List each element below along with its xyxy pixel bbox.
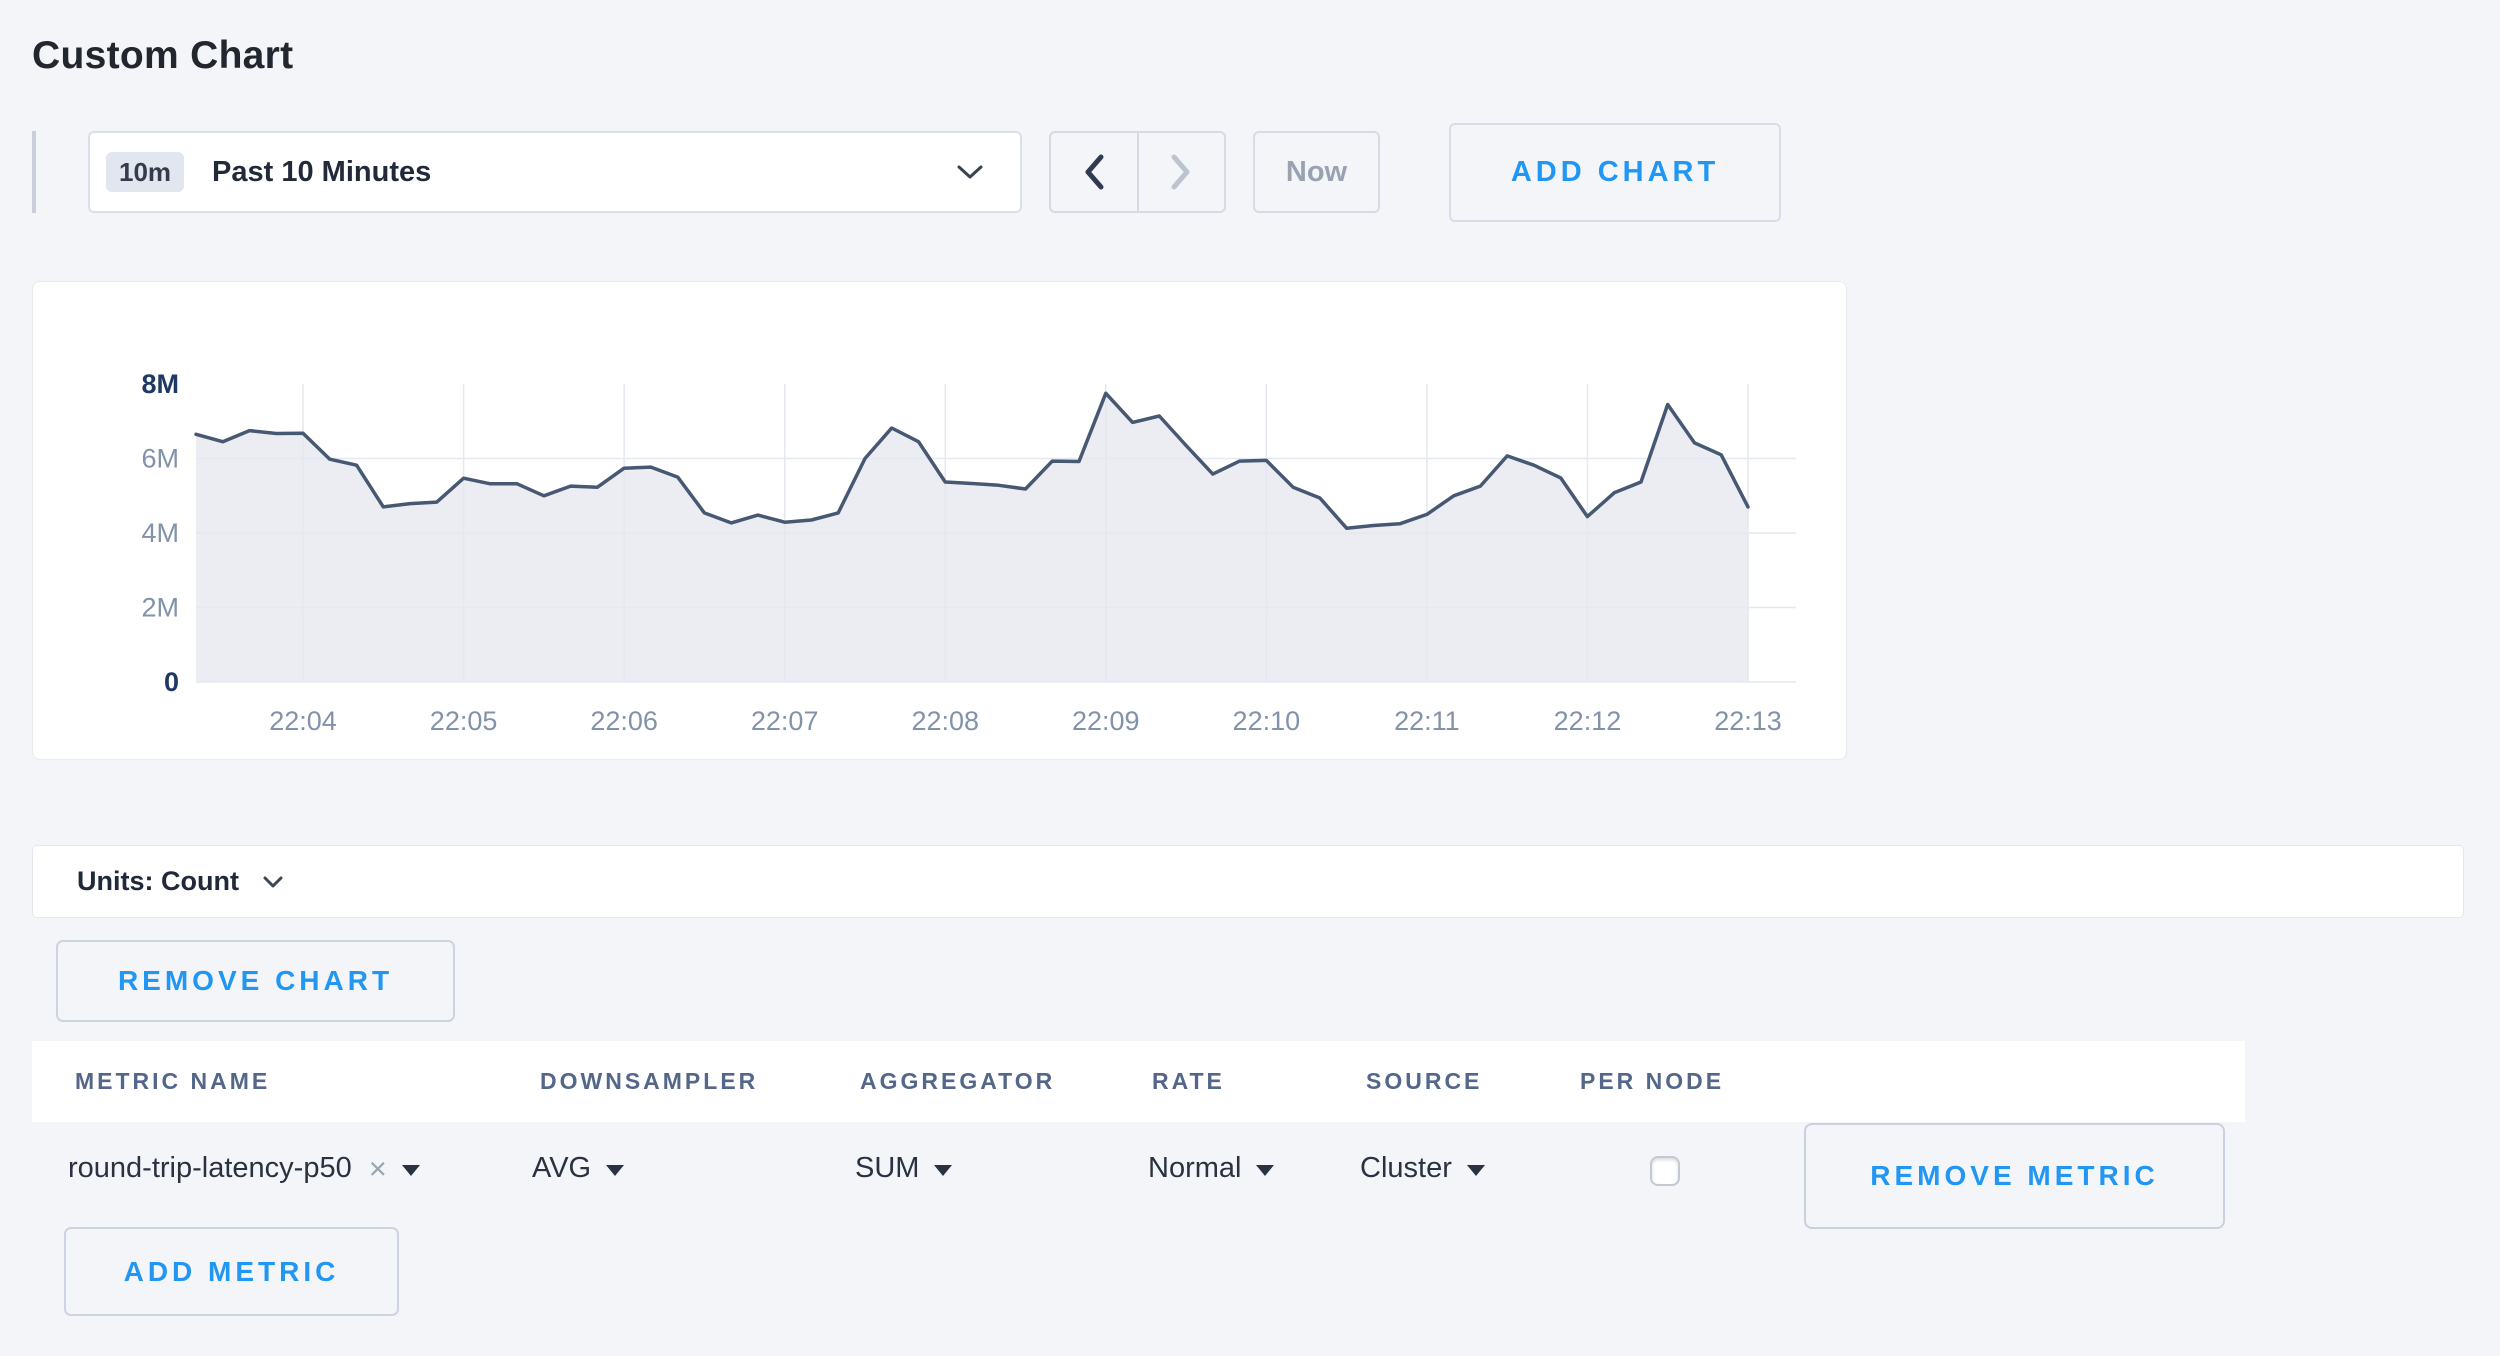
svg-text:4M: 4M <box>141 518 179 548</box>
dropdown-caret-icon <box>1466 1165 1485 1176</box>
svg-text:22:05: 22:05 <box>430 706 498 736</box>
column-header-rate: RATE <box>1152 1068 1225 1094</box>
now-button[interactable]: Now <box>1253 131 1380 213</box>
chevron-right-icon <box>1171 154 1190 190</box>
time-window-badge: 10m <box>106 152 185 192</box>
chart-card: 0 2M 4M 6M 8M 22:04 22:05 22:06 22:07 22:08 22:09 2… <box>32 281 1847 760</box>
add-metric-button[interactable]: ADD METRIC <box>64 1227 399 1316</box>
svg-text:22:12: 22:12 <box>1554 706 1622 736</box>
remove-metric-button[interactable]: REMOVE METRIC <box>1804 1123 2225 1229</box>
add-chart-button[interactable]: ADD CHART <box>1449 123 1781 222</box>
svg-text:8M: 8M <box>141 369 179 399</box>
source-select[interactable]: Cluster <box>1360 1138 1485 1198</box>
column-header-metric-name: METRIC NAME <box>75 1068 271 1094</box>
column-header-aggregator: AGGREGATOR <box>860 1068 1056 1094</box>
chevron-down-icon <box>957 165 983 179</box>
svg-text:22:09: 22:09 <box>1072 706 1140 736</box>
metric-name-value: round-trip-latency-p50 <box>68 1151 352 1184</box>
column-header-source: SOURCE <box>1366 1068 1483 1094</box>
dropdown-caret-icon <box>934 1165 953 1176</box>
metric-name-select[interactable]: round-trip-latency-p50 × <box>68 1138 420 1198</box>
dropdown-caret-icon <box>606 1165 625 1176</box>
custom-chart-svg: 0 2M 4M 6M 8M 22:04 22:05 22:06 22:07 22:08 22:09 2… <box>141 369 1796 736</box>
toolbar-accent-bar <box>32 131 36 213</box>
svg-text:22:10: 22:10 <box>1233 706 1301 736</box>
rate-select[interactable]: Normal <box>1148 1138 1275 1198</box>
chevron-down-icon <box>263 876 283 887</box>
svg-text:6M: 6M <box>141 444 179 474</box>
column-header-downsampler: DOWNSAMPLER <box>540 1068 759 1094</box>
rate-value: Normal <box>1148 1151 1242 1184</box>
svg-text:22:13: 22:13 <box>1714 706 1782 736</box>
dropdown-caret-icon <box>401 1165 420 1176</box>
remove-chart-button[interactable]: REMOVE CHART <box>56 940 455 1022</box>
page-title: Custom Chart <box>32 34 294 78</box>
svg-text:22:08: 22:08 <box>911 706 979 736</box>
downsampler-value: AVG <box>532 1151 592 1184</box>
time-back-button[interactable] <box>1051 133 1139 211</box>
svg-text:22:06: 22:06 <box>590 706 658 736</box>
time-window-dropdown[interactable]: 10m Past 10 Minutes <box>88 131 1022 213</box>
svg-text:0: 0 <box>164 667 179 697</box>
svg-text:22:11: 22:11 <box>1394 706 1460 736</box>
time-forward-button[interactable] <box>1139 133 1225 211</box>
svg-text:2M: 2M <box>141 593 179 623</box>
units-dropdown[interactable]: Units: Count <box>32 845 2464 918</box>
source-value: Cluster <box>1360 1151 1452 1184</box>
column-header-per-node: PER NODE <box>1580 1068 1725 1094</box>
per-node-checkbox[interactable] <box>1650 1156 1680 1186</box>
units-label: Units: Count <box>77 866 239 896</box>
dropdown-caret-icon <box>1256 1165 1275 1176</box>
time-window-label: Past 10 Minutes <box>212 155 432 188</box>
metrics-table-header: METRIC NAME DOWNSAMPLER AGGREGATOR RATE … <box>32 1041 2245 1122</box>
clear-metric-icon[interactable]: × <box>368 1150 387 1186</box>
svg-text:22:07: 22:07 <box>751 706 819 736</box>
downsampler-select[interactable]: AVG <box>532 1138 625 1198</box>
svg-text:22:04: 22:04 <box>269 706 337 736</box>
time-step-group <box>1049 131 1226 213</box>
aggregator-value: SUM <box>855 1151 920 1184</box>
chevron-left-icon <box>1085 154 1104 190</box>
aggregator-select[interactable]: SUM <box>855 1138 953 1198</box>
